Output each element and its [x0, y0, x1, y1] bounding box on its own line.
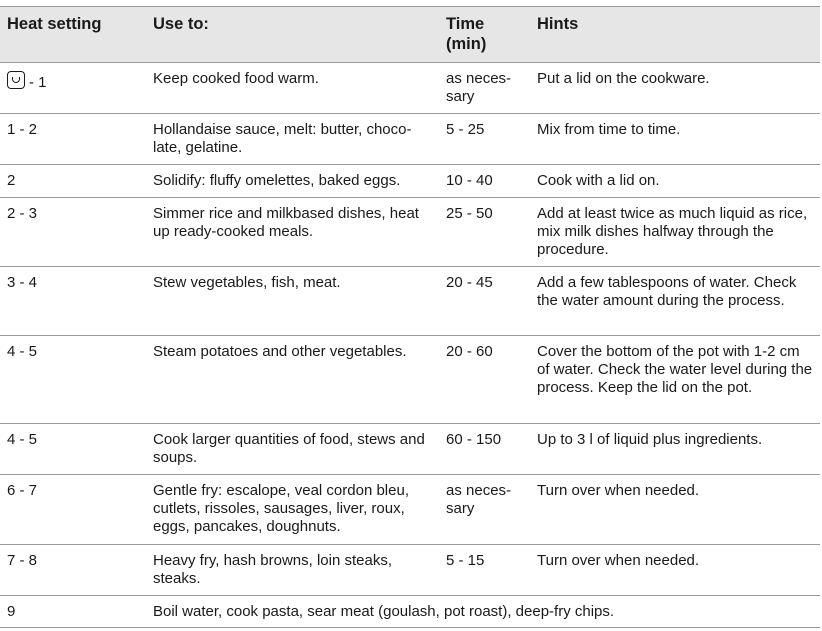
heat-setting-cell: 1 - 2 [0, 113, 146, 165]
time-cell: 25 - 50 [439, 197, 530, 267]
heat-setting-cell: 6 - 7 [0, 474, 146, 545]
heat-setting-cell: - 1 [0, 62, 146, 114]
hint-cell: Add at least twice as much liquid as ric… [530, 197, 820, 267]
table-row: 2 - 3 Simmer rice and milkbased dishes, … [0, 197, 820, 267]
use-cell: Simmer rice and milkbased dishes, heat u… [146, 197, 439, 267]
heat-setting-cell: 2 [0, 164, 146, 198]
heat-setting-cell: 9 [0, 595, 146, 628]
hint-cell: Cover the bottom of the pot with 1-2 cm … [530, 335, 820, 424]
table-row: 6 - 7 Gentle fry: escalope, veal cordon … [0, 474, 820, 545]
time-cell: 5 - 25 [439, 113, 530, 165]
hint-cell: Put a lid on the cookware. [530, 62, 820, 114]
column-header-hints: Hints [530, 6, 820, 63]
table-row: 1 - 2 Hollandaise sauce, melt: butter, c… [0, 113, 820, 165]
heat-setting-cell: 3 - 4 [0, 266, 146, 336]
time-cell: 20 - 60 [439, 335, 530, 424]
use-cell: Stew vegetables, fish, meat. [146, 266, 439, 336]
time-cell: 20 - 45 [439, 266, 530, 336]
time-cell: 5 - 15 [439, 544, 530, 596]
table-row: 7 - 8 Heavy fry, hash browns, loin steak… [0, 544, 820, 596]
use-cell: Solidify: fluffy omelettes, baked eggs. [146, 164, 439, 198]
use-cell: Boil water, cook pasta, sear meat (goula… [146, 595, 820, 628]
hint-cell: Add a few tablespoons of water. Check th… [530, 266, 820, 336]
time-cell: 10 - 40 [439, 164, 530, 198]
hint-cell: Cook with a lid on. [530, 164, 820, 198]
time-cell: as neces-sary [439, 474, 530, 545]
table-header-row: Heat setting Use to: Time (min) Hints [0, 6, 820, 63]
time-cell: 60 - 150 [439, 423, 530, 475]
use-cell: Keep cooked food warm. [146, 62, 439, 114]
time-cell: as neces-sary [439, 62, 530, 114]
keep-warm-icon [7, 71, 25, 89]
use-cell: Gentle fry: escalope, veal cordon bleu, … [146, 474, 439, 545]
table-row: - 1 Keep cooked food warm. as neces-sary… [0, 62, 820, 114]
hint-cell: Up to 3 l of liquid plus ingredients. [530, 423, 820, 475]
use-cell: Steam potatoes and other vegetables. [146, 335, 439, 424]
use-cell: Hollandaise sauce, melt: butter, choco-l… [146, 113, 439, 165]
heat-setting-cell: 2 - 3 [0, 197, 146, 267]
hint-cell: Turn over when needed. [530, 544, 820, 596]
use-cell: Heavy fry, hash browns, loin steaks, ste… [146, 544, 439, 596]
heat-settings-table-container: Heat setting Use to: Time (min) Hints - … [0, 6, 820, 628]
heat-setting-cell: 4 - 5 [0, 335, 146, 424]
table-row: 9 Boil water, cook pasta, sear meat (gou… [0, 595, 820, 628]
heat-settings-table: Heat setting Use to: Time (min) Hints - … [0, 6, 820, 628]
heat-setting-cell: 7 - 8 [0, 544, 146, 596]
table-row: 2 Solidify: fluffy omelettes, baked eggs… [0, 164, 820, 198]
column-header-heat-setting: Heat setting [0, 6, 146, 63]
hint-cell: Turn over when needed. [530, 474, 820, 545]
table-row: 3 - 4 Stew vegetables, fish, meat. 20 - … [0, 266, 820, 336]
table-row: 4 - 5 Steam potatoes and other vegetable… [0, 335, 820, 424]
column-header-use-to: Use to: [146, 6, 439, 63]
hint-cell: Mix from time to time. [530, 113, 820, 165]
heat-setting-value: - 1 [29, 74, 47, 91]
heat-setting-cell: 4 - 5 [0, 423, 146, 475]
table-row: 4 - 5 Cook larger quantities of food, st… [0, 423, 820, 475]
column-header-time: Time (min) [439, 6, 530, 63]
use-cell: Cook larger quantities of food, stews an… [146, 423, 439, 475]
